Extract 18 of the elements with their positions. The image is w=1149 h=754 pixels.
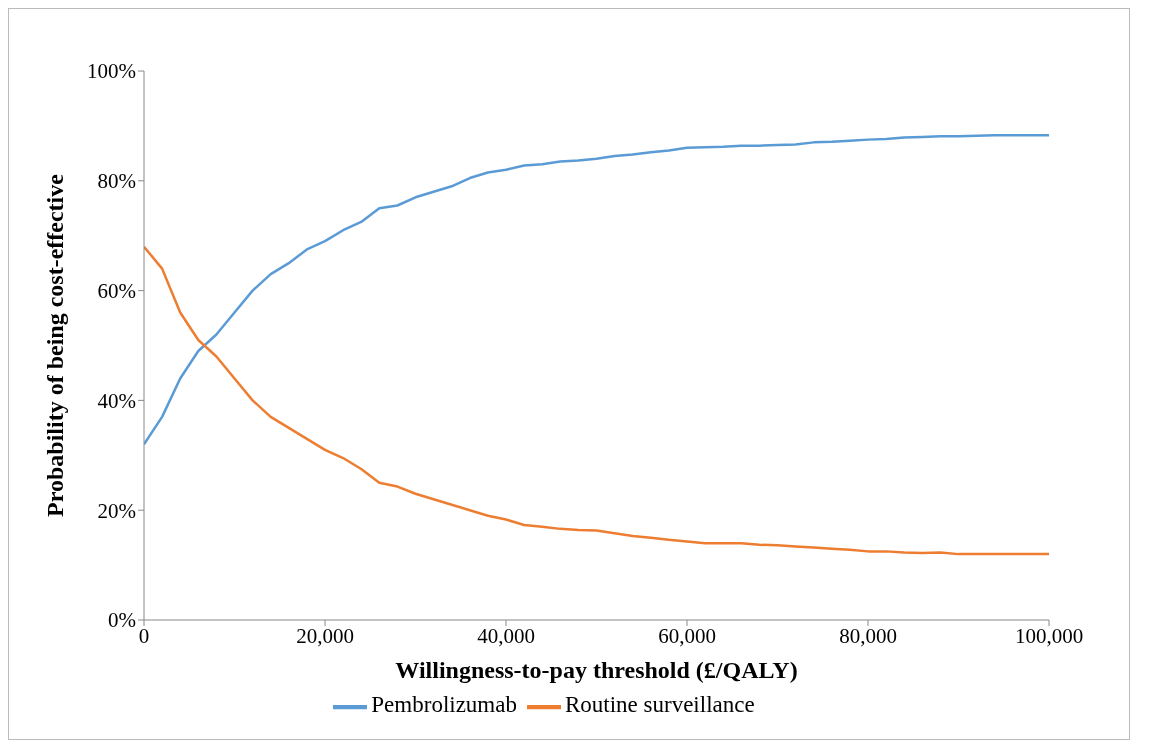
y-tick-label: 0% xyxy=(108,608,136,633)
x-tick-label: 80,000 xyxy=(839,623,897,648)
y-tick-label: 60% xyxy=(97,279,136,304)
y-axis-title: Probability of being cost-effective xyxy=(41,173,68,517)
line-series xyxy=(144,245,1049,556)
legend-label: Routine surveillance xyxy=(564,692,755,718)
legend-label: Pembrolizumab xyxy=(371,692,517,718)
x-tick-label: 20,000 xyxy=(296,623,354,648)
line-series xyxy=(144,133,1049,446)
x-tick-label: 40,000 xyxy=(477,623,535,648)
y-tick-label: 100% xyxy=(87,59,136,84)
x-tick-label: 0 xyxy=(138,623,150,648)
x-tick-label: 100,000 xyxy=(1014,623,1084,648)
y-tick-label: 20% xyxy=(97,498,136,523)
y-tick-label: 80% xyxy=(97,169,136,194)
x-tick-label: 60,000 xyxy=(658,623,716,648)
y-tick-label: 40% xyxy=(97,388,136,413)
x-axis-title: Willingness-to-pay threshold (£/QALY) xyxy=(395,657,798,683)
